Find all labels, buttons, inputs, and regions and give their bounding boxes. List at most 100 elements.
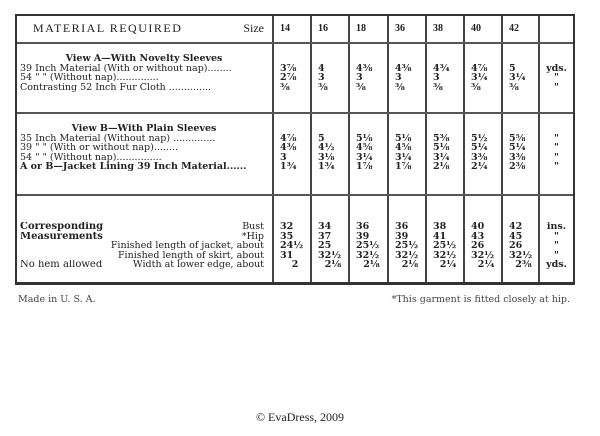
- text-line: 3⅞: [280, 63, 297, 73]
- text-line: ": [554, 250, 559, 260]
- text-line: 32½: [318, 250, 342, 260]
- size-column: 5⅜ 5⅛ 3¼ 2⅛: [425, 113, 464, 196]
- text-line: 32: [280, 222, 294, 232]
- view-b-section: View B—With Plain Sleeves 35 Inch Materia…: [17, 113, 573, 196]
- text-line: 39 Inch Material (With or without nap)..…: [20, 63, 232, 73]
- size-column: 5⅝ 5¼ 3⅜ 2⅜: [501, 113, 539, 196]
- text-line: 3: [280, 152, 287, 162]
- text-line: 35 Inch Material (Without nap) .........…: [20, 133, 216, 143]
- size-header: 18: [348, 16, 388, 44]
- size-column: 5⅛ 4⅝ 3¼ 1⅞: [348, 113, 388, 196]
- text-line: 5: [509, 63, 516, 73]
- text-line: 2⅛: [433, 162, 450, 172]
- text-line: 3: [395, 73, 402, 83]
- text-line: 1¾: [318, 162, 335, 172]
- text-line: 2⅛: [324, 260, 342, 270]
- size-column: 5 3¼ ⅜: [501, 43, 539, 114]
- size-column: 4⅞ 3¼ ⅜: [463, 43, 502, 114]
- text-line: 36: [356, 222, 370, 232]
- text-line: 5½: [471, 133, 488, 143]
- text-line: yds.: [546, 260, 567, 270]
- text-line: 4⅜: [356, 63, 373, 73]
- text-line: 42: [509, 222, 523, 232]
- text-line: 26: [509, 241, 523, 251]
- size-column: 5½ 5¼ 3⅜ 2¼: [463, 113, 502, 196]
- text-line: ": [554, 73, 559, 83]
- text-line: ": [554, 133, 559, 143]
- size-header: 38: [425, 16, 464, 44]
- size-column: 4⅞ 4⅜ 3 1¾: [272, 113, 311, 196]
- size-header: 36: [387, 16, 426, 44]
- material-table: MATERIAL REQUIRED Size 14 16 18 36 38 40 …: [15, 14, 575, 285]
- text-line: 32½: [509, 250, 533, 260]
- size-column: 4⅜ 3 ⅜: [387, 43, 426, 114]
- text-line: 5: [318, 133, 325, 143]
- text-line: ": [554, 241, 559, 251]
- text-line: 3⅛: [318, 152, 335, 162]
- text-line: Contrasting 52 Inch Fur Cloth ..........…: [20, 82, 212, 92]
- text-line: 38: [433, 222, 447, 232]
- text-line: ": [554, 162, 559, 172]
- text-line: 26: [471, 241, 485, 251]
- text-line: 25: [318, 241, 332, 251]
- unit-column: ins. " " " yds.: [538, 195, 573, 282]
- measurement-label: Finished length of jacket, about: [110, 241, 264, 251]
- text-line: ": [554, 152, 559, 162]
- text-line: 4½: [318, 143, 335, 153]
- text-line: 5⅜: [433, 133, 450, 143]
- text-line: 36: [395, 222, 409, 232]
- text-line: 3¼: [356, 152, 373, 162]
- text-line: 39 " " (With or without nap)........: [20, 143, 178, 153]
- text-line: 31: [280, 250, 294, 260]
- text-line: 1⅞: [395, 162, 412, 172]
- text-line: 2⅛: [401, 260, 419, 270]
- unit-column: yds. " ": [538, 43, 573, 114]
- text-line: 2⅞: [280, 73, 297, 83]
- text-line: ⅜: [280, 82, 290, 92]
- text-line: 2¼: [477, 260, 495, 270]
- text-line: 45: [509, 231, 523, 241]
- text-line: 3: [356, 73, 363, 83]
- text-line: 5⅝: [509, 133, 526, 143]
- text-line: 4¾: [433, 63, 450, 73]
- text-line: View A—With Novelty Sleeves: [65, 54, 223, 64]
- text-line: 24½: [280, 241, 304, 251]
- size-column: 40 43 26 32½ 2¼: [463, 195, 502, 282]
- size-column: 34 37 25 32½ 2⅛: [310, 195, 349, 282]
- text-line: 4: [318, 63, 325, 73]
- size-column: 4¾ 3 ⅜: [425, 43, 464, 114]
- text-line: 2⅜: [509, 162, 526, 172]
- text-line: 39: [395, 231, 409, 241]
- text-line: 3¼: [509, 73, 526, 83]
- row-labels: View B—With Plain Sleeves 35 Inch Materia…: [17, 113, 273, 196]
- copyright: © EvaDress, 2009: [255, 410, 345, 424]
- text-line: ins.: [546, 222, 567, 232]
- size-column: 36 39 25½ 32½ 2⅛: [387, 195, 426, 282]
- left-label: Measurements: [20, 231, 103, 241]
- hip-footnote: *This garment is fitted closely at hip.: [391, 294, 570, 305]
- measurements-section: Corresponding Bust Measurements *Hip Finishe…: [17, 195, 573, 282]
- text-line: 54 " " (Without nap)...............: [20, 152, 162, 162]
- text-line: 5¼: [471, 143, 488, 153]
- measurement-label: Finished length of skirt, about: [117, 250, 264, 260]
- text-line: 4⅝: [395, 143, 412, 153]
- unit-column: " " " ": [538, 113, 573, 196]
- text-line: View B—With Plain Sleeves: [71, 124, 217, 134]
- text-line: 32½: [433, 250, 457, 260]
- left-label: Corresponding: [20, 222, 104, 232]
- text-line: 3¼: [395, 152, 412, 162]
- text-line: ⅜: [356, 82, 366, 92]
- text-line: 34: [318, 222, 332, 232]
- text-line: 35: [280, 231, 294, 241]
- text-line: 5⅛: [356, 133, 373, 143]
- measurement-label: Bust: [242, 222, 264, 232]
- unit-header: [538, 16, 573, 44]
- text-line: 25½: [356, 241, 380, 251]
- view-a-section: View A—With Novelty Sleeves 39 Inch Mater…: [17, 43, 573, 114]
- text-line: 32½: [356, 250, 380, 260]
- size-label: Size: [243, 21, 264, 36]
- text-line: 40: [471, 222, 485, 232]
- measurement-label: Width at lower edge, about: [132, 260, 264, 270]
- text-line: 5¼: [509, 143, 526, 153]
